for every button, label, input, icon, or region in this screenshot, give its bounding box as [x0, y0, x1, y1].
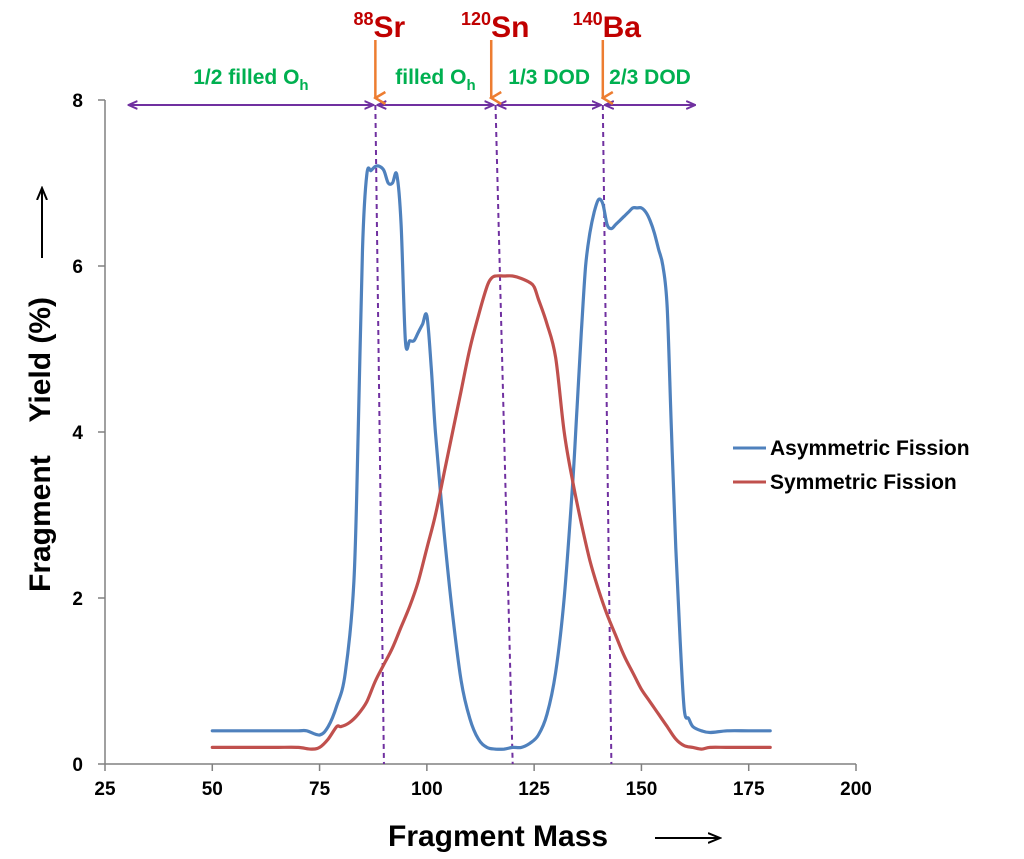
- x-tick-label: 100: [411, 779, 443, 800]
- region-label: 2/3 DOD: [609, 66, 691, 89]
- region-label: 1/2 filled Oh: [193, 66, 308, 94]
- isotope-label: 120Sn: [461, 9, 529, 44]
- y-tick-label: 2: [72, 589, 83, 610]
- x-tick-label: 75: [309, 779, 331, 800]
- y-axis-title: Fragment Yield (%): [24, 297, 57, 592]
- series-line-symmetric-fission: [210, 274, 772, 751]
- x-axis-ticks: 25 50 75 100 125 150 175 200: [94, 764, 872, 800]
- x-tick-label: 150: [626, 779, 658, 800]
- dashed-guide-line: [494, 104, 514, 765]
- y-tick-label: 6: [72, 257, 83, 278]
- x-tick-label: 25: [94, 779, 116, 800]
- y-tick-label: 8: [72, 91, 83, 112]
- series-lines: [210, 164, 772, 751]
- series-line-asymmetric-fission: [210, 164, 772, 751]
- y-axis-ticks: 0 2 4 6 8: [72, 91, 105, 776]
- region-label: 1/3 DOD: [508, 66, 590, 89]
- legend: Asymmetric Fission Symmetric Fission: [733, 437, 970, 494]
- x-tick-label: 50: [202, 779, 223, 800]
- legend-label-asymmetric: Asymmetric Fission: [770, 437, 970, 460]
- region-label: filled Oh: [395, 66, 475, 94]
- x-axis-title: Fragment Mass: [388, 820, 608, 853]
- dashed-guide-line: [374, 104, 385, 765]
- x-tick-label: 200: [840, 779, 872, 800]
- legend-label-symmetric: Symmetric Fission: [770, 471, 957, 494]
- x-tick-label: 125: [518, 779, 550, 800]
- y-tick-label: 0: [72, 755, 83, 776]
- electron-config-regions: 1/2 filled Oh filled Oh 1/3 DOD 2/3 DOD: [128, 66, 695, 105]
- isotope-label: 88Sr: [354, 9, 406, 44]
- isotope-label: 140Ba: [573, 9, 642, 44]
- isotope-markers: 88Sr 120Sn 140Ba: [354, 9, 642, 98]
- x-tick-label: 175: [733, 779, 765, 800]
- y-tick-label: 4: [72, 423, 83, 444]
